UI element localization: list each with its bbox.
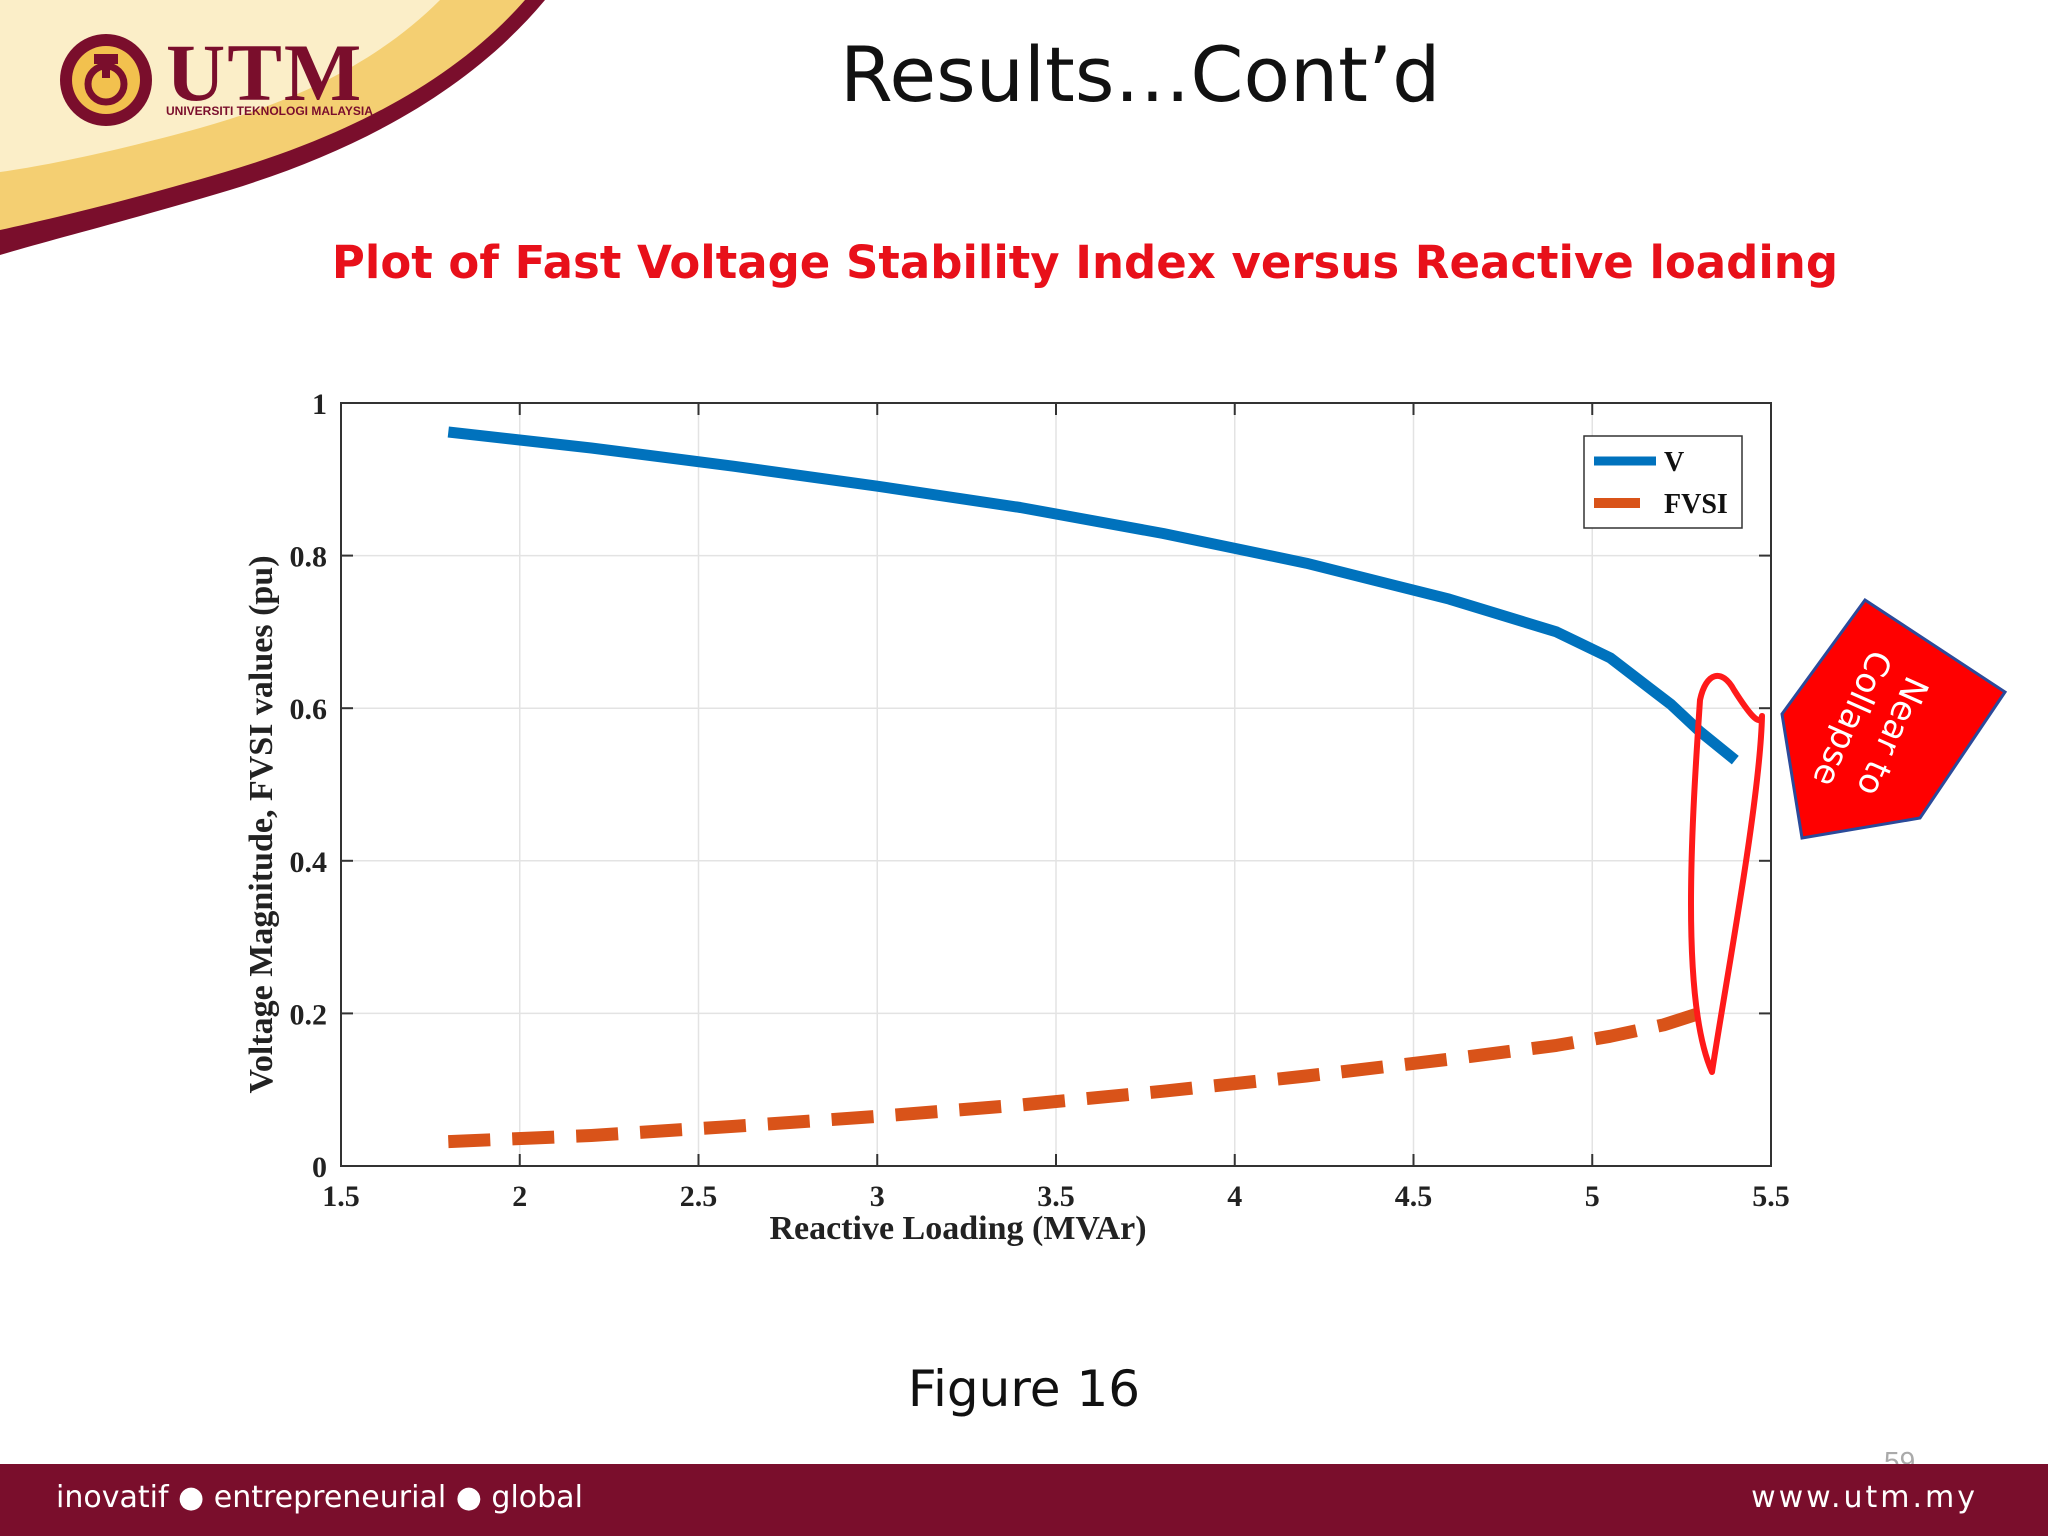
x-tick-label: 4 — [1227, 1180, 1242, 1213]
callout: Near to Collapse — [1780, 597, 2008, 840]
legend-label-fvsi: FVSI — [1664, 489, 1728, 520]
x-tick-label: 3.5 — [1037, 1180, 1075, 1213]
x-axis-label: Reactive Loading (MVAr) — [769, 1210, 1146, 1247]
x-tick-label: 2.5 — [680, 1180, 718, 1213]
chart-title: Plot of Fast Voltage Stability Index ver… — [331, 236, 1839, 289]
utm-crest-icon — [60, 34, 152, 126]
y-tick-label: 0.4 — [290, 846, 328, 879]
legend-box — [1583, 435, 1743, 529]
y-tick-label: 0 — [312, 1151, 327, 1184]
footer-bar: inovatif ● entrepreneurial ● global www.… — [0, 1464, 2048, 1536]
collapse-highlight-loop — [1688, 672, 1765, 1075]
y-tick-label: 0.2 — [290, 998, 328, 1031]
series-line-v — [447, 426, 1739, 765]
y-tick-label: 0.6 — [290, 693, 328, 726]
x-tick-label: 1.5 — [322, 1180, 360, 1213]
x-tick-label: 2 — [512, 1180, 527, 1213]
slide-title: Results…Cont’d — [840, 30, 1441, 119]
axis-ticks: 1.5 2 2.5 3 3.5 4 4.5 5 5.5 0 0.2 0.4 0.6 0.8 1 — [290, 388, 1790, 1213]
x-tick-label: 5.5 — [1752, 1180, 1790, 1213]
footer-website: www.utm.my — [1751, 1480, 1978, 1515]
footer-tagline: inovatif ● entrepreneurial ● global — [56, 1480, 583, 1515]
series-line-fvsi — [448, 1004, 1709, 1149]
legend-label-v: V — [1664, 447, 1684, 478]
legend: V FVSI — [1583, 435, 1743, 529]
chart: 1.5 2 2.5 3 3.5 4 4.5 5 5.5 0 0.2 0.4 0.6 0.8 1 Reacti… — [243, 388, 2008, 1247]
series-lines — [447, 426, 1739, 1149]
figure-caption: Figure 16 — [907, 1360, 1141, 1418]
y-axis-label: Voltage Magnitude, FVSI values (pu) — [243, 555, 280, 1093]
callout-shape — [1780, 597, 2008, 840]
y-tick-label: 0.8 — [290, 541, 328, 574]
x-tick-label: 4.5 — [1395, 1180, 1433, 1213]
logo-subtitle: UNIVERSITI TEKNOLOGI MALAYSIA — [166, 104, 373, 118]
x-tick-label: 5 — [1585, 1180, 1600, 1213]
y-tick-label: 1 — [312, 388, 327, 421]
logo-wordmark: UTM — [166, 27, 364, 118]
x-tick-label: 3 — [870, 1180, 885, 1213]
